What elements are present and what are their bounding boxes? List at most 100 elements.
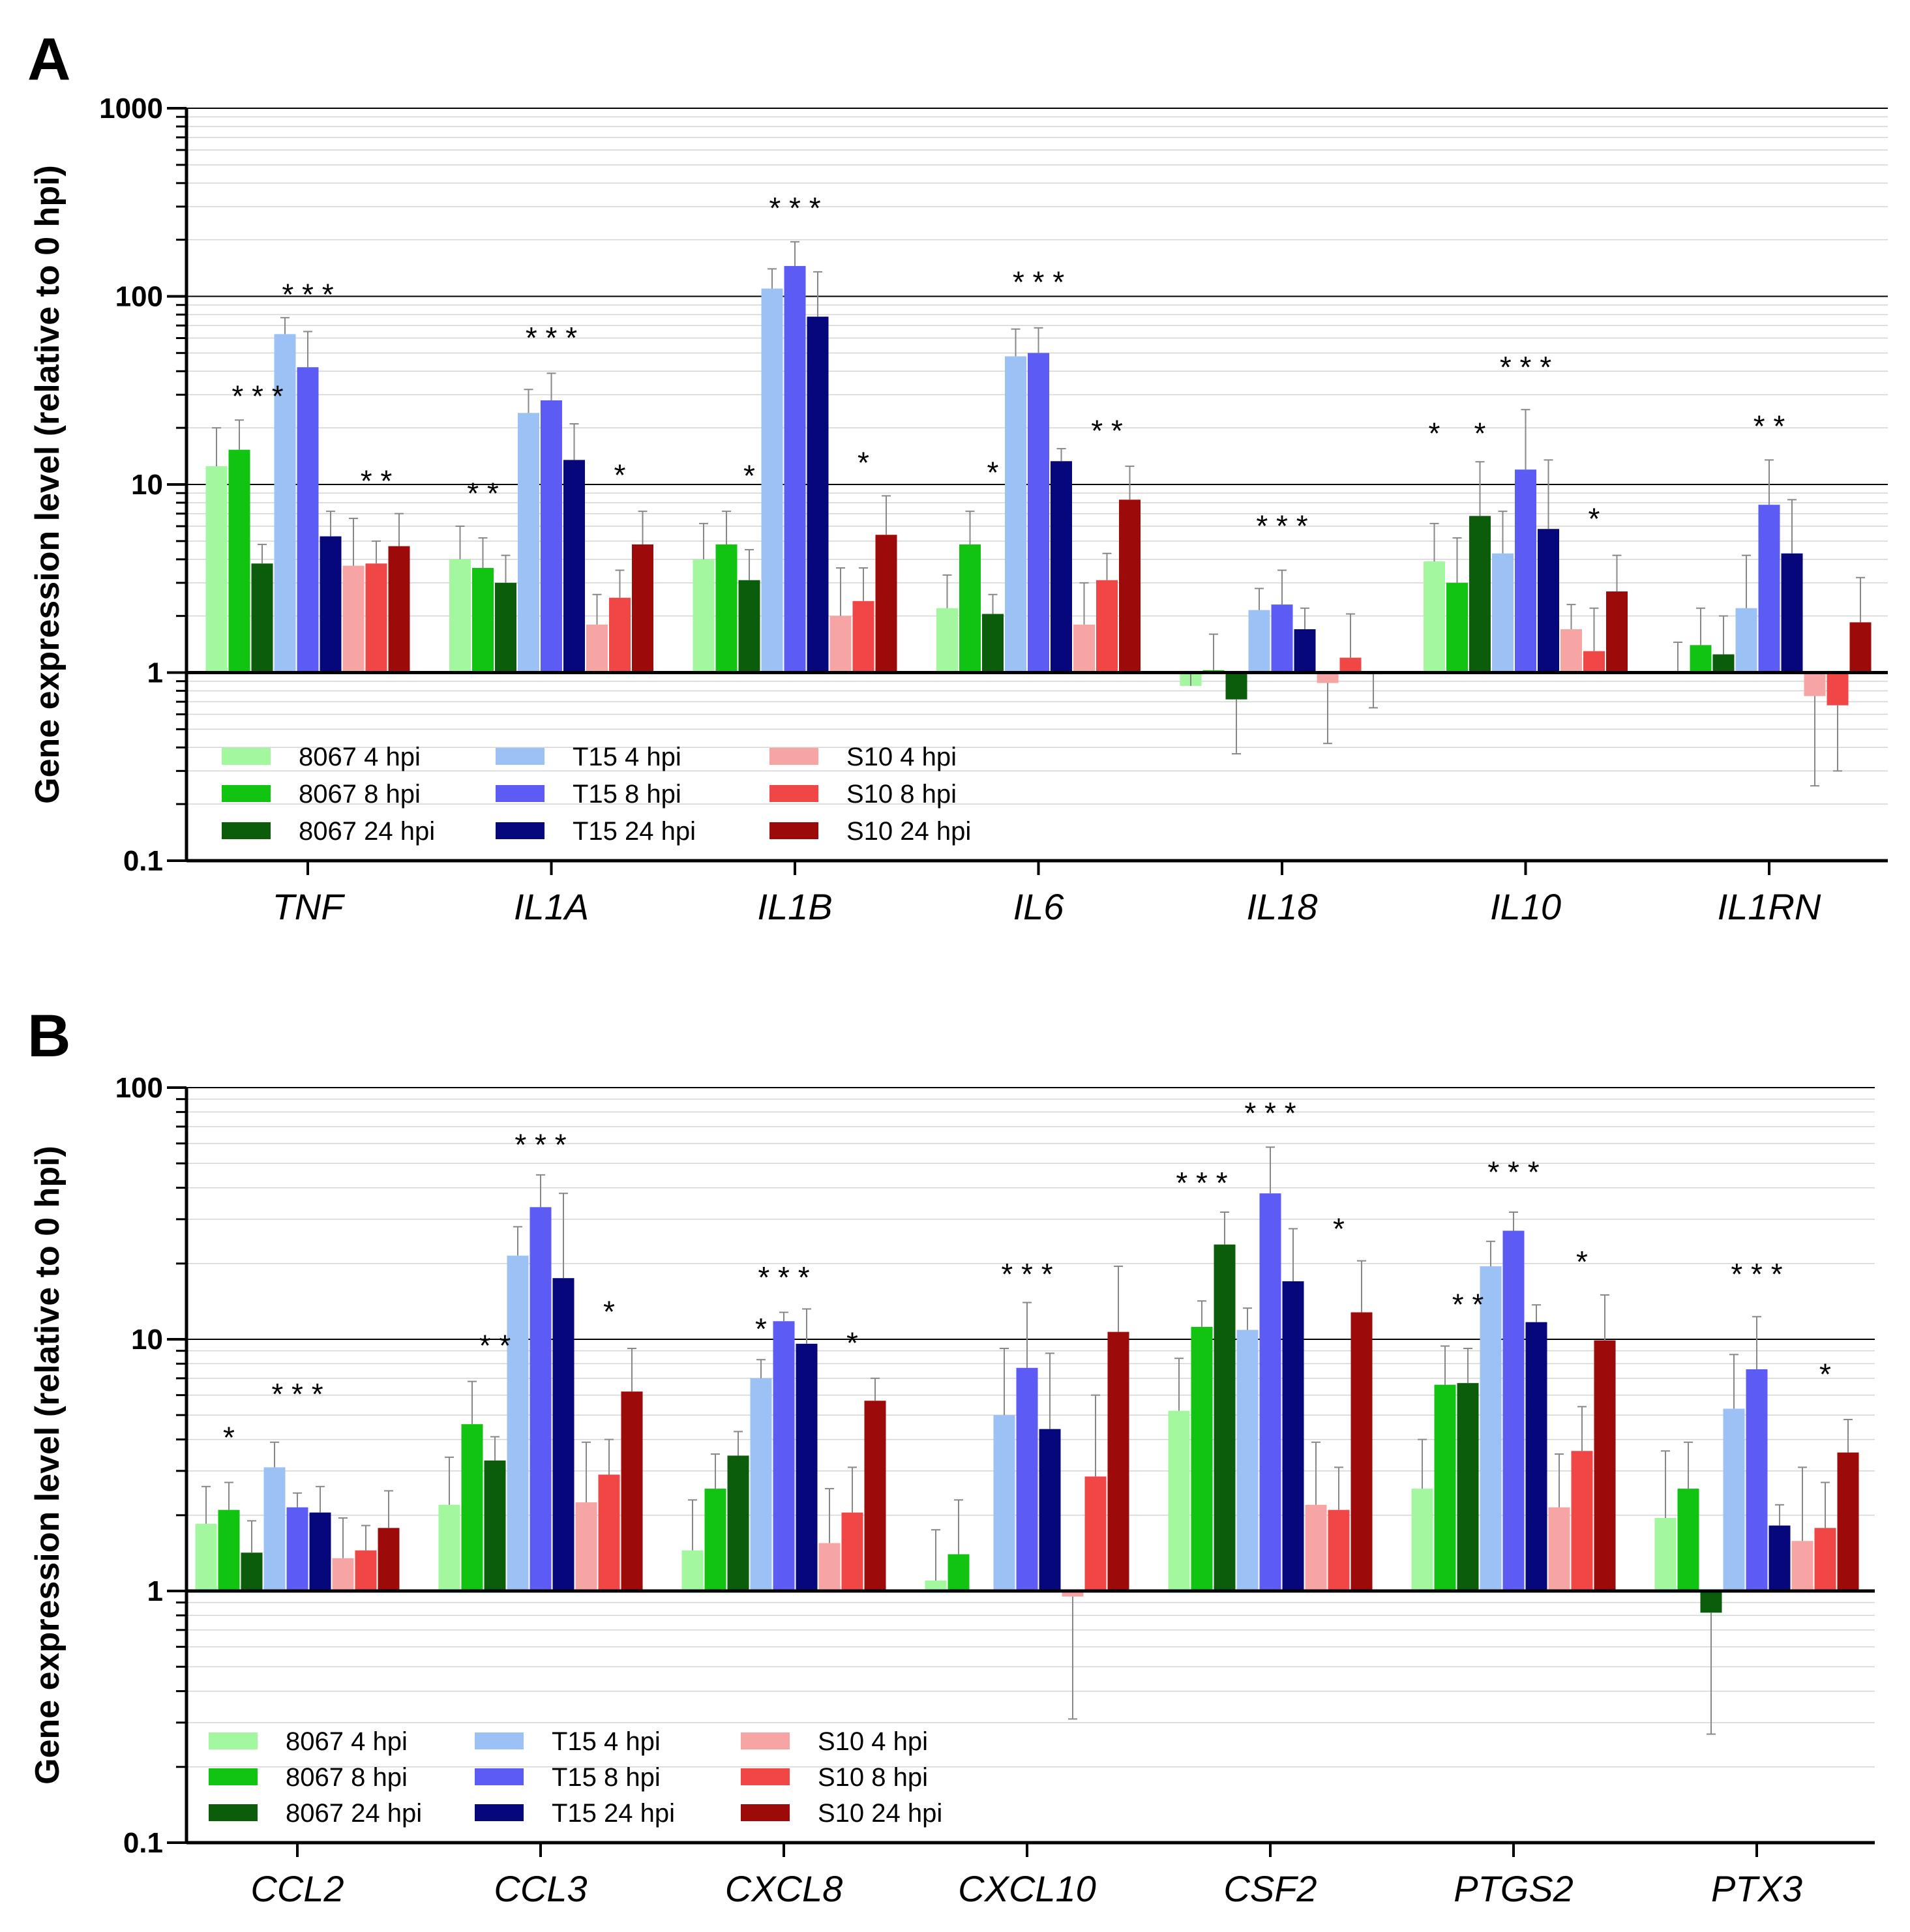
significance-annotations: * * * * * * * * * * * * * * * * * * * * * * * * * * … [231,191,1785,543]
legend: 8067 4 hpi 8067 8 hpi 8067 24 hpi T15 4 hpi… [222,743,971,846]
y-tick-label: 0.1 [123,845,163,877]
significance-marker: * * * [515,1127,566,1161]
bar [309,1512,331,1591]
bar [993,1415,1015,1591]
x-tick-label: CXCL8 [725,1868,843,1909]
significance-marker: * * * [231,379,283,413]
bar [1571,1451,1593,1591]
bar [1480,1266,1502,1591]
legend-swatch [222,822,271,839]
bar [1538,529,1559,673]
bar [1723,1408,1745,1591]
bar [1084,1476,1107,1591]
bar [621,1391,643,1591]
legend-swatch [209,1732,258,1749]
bar [841,1512,863,1591]
y-axis-label: Gene expression level (relative to 0 hpi… [29,1146,67,1785]
bar [818,1543,841,1591]
x-tick-label: IL18 [1247,886,1318,927]
bar [1791,1541,1813,1591]
significance-marker: * [614,458,626,492]
bar [598,1474,620,1591]
bar [750,1378,772,1591]
significance-marker: * [987,456,999,490]
bar [388,546,410,673]
x-tick-label: CSF2 [1223,1868,1317,1909]
legend-swatch [496,785,545,802]
legend-label: S10 24 hpi [818,1799,942,1828]
bar [1305,1504,1327,1591]
bar [1350,1312,1373,1591]
significance-marker: * * * [1244,1096,1296,1130]
bar [530,1207,552,1591]
bar [1654,1518,1677,1591]
significance-marker: * * * [1731,1257,1782,1291]
bar [959,544,981,673]
y-axis: 0.1 1 10 100 1000 [99,93,188,877]
bar [286,1507,308,1591]
x-tick-label: IL1B [757,886,832,927]
bar [495,582,516,673]
significance-marker: * [1819,1358,1831,1391]
bar [263,1467,286,1591]
bar [1560,629,1582,673]
legend-label: T15 8 hpi [573,780,681,809]
legend-swatch [475,1732,524,1749]
bar [796,1343,818,1591]
bars [205,241,1872,787]
significance-marker: * [1589,501,1600,535]
bar [1469,516,1491,673]
significance-marker: * * [479,1328,511,1362]
bar [1236,1330,1259,1591]
x-tick-label: IL1A [514,886,589,927]
x-axis: CCL2 CCL3 CXCL8 CXCL10 CSF2 PTGS2 PTX3 [187,1841,1875,1909]
y-tick-label: 0.1 [123,1827,163,1859]
bar [681,1550,704,1591]
significance-marker: * [846,1326,858,1360]
bar [1735,608,1757,673]
legend-label: S10 4 hpi [846,743,957,771]
bar [704,1489,726,1591]
bar [1294,629,1316,673]
bars [195,1146,1859,1735]
bar [1225,672,1247,700]
legend-swatch [769,785,818,802]
bar [1849,622,1872,673]
bar [715,544,738,673]
bar [875,535,897,673]
bar [586,624,608,673]
bar [1594,1340,1616,1591]
legend-label: T15 4 hpi [573,743,681,771]
legend-label: 8067 4 hpi [286,1727,408,1756]
bar [297,367,319,673]
bar [507,1255,529,1591]
bar [1119,499,1141,673]
bar [1028,353,1049,673]
legend-swatch [741,1768,790,1785]
y-axis: 0.1 1 10 100 [115,1072,188,1859]
significance-marker: * * [1753,409,1785,443]
legend-swatch [475,1804,524,1821]
y-tick-label: 1 [147,657,163,689]
bar [228,449,250,673]
significance-marker: * * * [1001,1257,1052,1291]
significance-marker: * * [1091,414,1123,448]
y-tick-label: 10 [131,1324,163,1356]
legend-swatch [496,822,545,839]
legend-label: S10 4 hpi [818,1727,928,1756]
panel-letter: B [27,1003,70,1069]
bar [1191,1327,1213,1591]
bar [355,1550,377,1591]
legend-label: S10 8 hpi [818,1763,928,1792]
bar [1583,651,1605,673]
significance-marker: * * [361,464,393,498]
significance-marker: * [743,459,755,493]
significance-marker: * * * [282,278,333,312]
x-tick-label: IL6 [1013,886,1065,927]
significance-marker: * [755,1312,767,1346]
x-tick-label: IL10 [1490,886,1561,927]
significance-marker: * * * [1256,509,1307,543]
bar [1271,604,1293,673]
bar [195,1523,217,1591]
bar [1525,1322,1547,1591]
